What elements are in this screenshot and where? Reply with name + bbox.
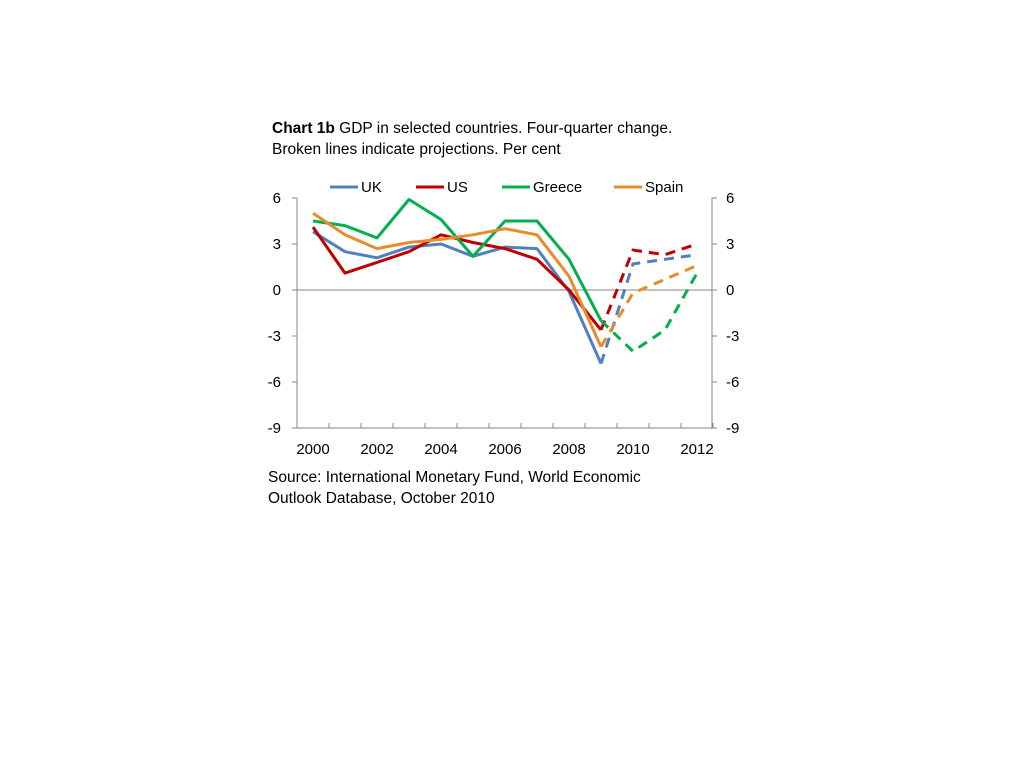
series-line-us	[311, 226, 603, 331]
series-projection-us	[599, 242, 698, 331]
series-projection-greece	[599, 272, 699, 354]
y-tick-label-left: 0	[273, 282, 281, 299]
y-tick-label-left: -6	[268, 374, 281, 391]
y-tick-label-right: -3	[726, 328, 739, 345]
y-tick-label-right: 6	[726, 190, 734, 207]
legend-label-uk: UK	[361, 179, 382, 196]
chart-title-bold: Chart 1b	[272, 120, 335, 137]
y-tick-label-right: 0	[726, 282, 734, 299]
y-tick-label-right: -6	[726, 374, 739, 391]
source-line-2: Outlook Database, October 2010	[268, 490, 495, 507]
series-line-uk	[312, 230, 603, 365]
y-tick-label-right: -9	[726, 420, 739, 437]
y-tick-label-left: -3	[268, 328, 281, 345]
chart-title-rest: GDP in selected countries. Four-quarter …	[334, 120, 673, 137]
x-tick-label: 2002	[360, 441, 393, 458]
y-tick-label-right: 3	[726, 236, 734, 253]
y-tick-label-left: 3	[273, 236, 281, 253]
x-tick-label: 2012	[680, 441, 713, 458]
x-tick-label: 2008	[552, 441, 585, 458]
source-line-1: Source: International Monetary Fund, Wor…	[268, 469, 641, 486]
x-tick-label: 2004	[424, 441, 457, 458]
legend-label-greece: Greece	[533, 179, 582, 196]
x-tick-label: 2000	[296, 441, 329, 458]
series-projection-uk	[599, 253, 698, 365]
x-tick-label: 2010	[616, 441, 649, 458]
x-tick-label: 2006	[488, 441, 521, 458]
source-note: Source: International Monetary Fund, Wor…	[268, 467, 708, 509]
y-tick-label-left: -9	[268, 420, 281, 437]
series-line-spain	[312, 212, 603, 348]
legend-label-us: US	[447, 179, 468, 196]
chart-title: Chart 1b GDP in selected countries. Four…	[272, 118, 732, 160]
y-tick-label-left: 6	[273, 190, 281, 207]
legend-label-spain: Spain	[645, 179, 683, 196]
chart-title-line2: Broken lines indicate projections. Per c…	[272, 141, 561, 158]
